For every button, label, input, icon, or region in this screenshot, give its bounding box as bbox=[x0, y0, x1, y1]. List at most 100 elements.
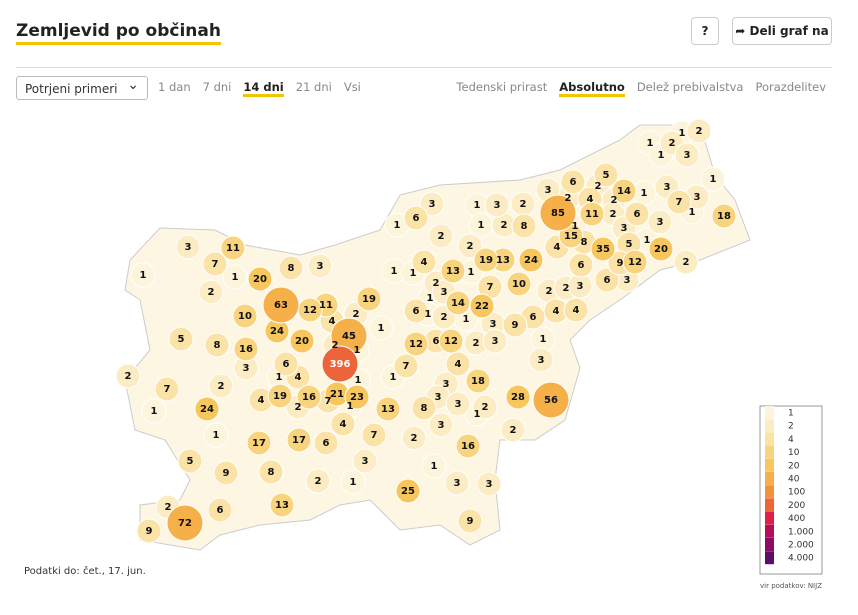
legend-label: 20 bbox=[788, 461, 800, 471]
value-label: 19 bbox=[362, 294, 376, 305]
value-label: 16 bbox=[239, 344, 253, 355]
value-label: 1 bbox=[391, 266, 398, 277]
value-label: 2 bbox=[467, 241, 474, 252]
municipality bbox=[624, 201, 650, 227]
tab[interactable]: 7 dni bbox=[202, 80, 232, 94]
municipality bbox=[528, 347, 554, 373]
tab[interactable]: 1 dan bbox=[158, 80, 191, 94]
value-label: 6 bbox=[604, 275, 611, 286]
municipality bbox=[611, 178, 637, 204]
value-label: 1 bbox=[378, 323, 385, 334]
value-label: 23 bbox=[350, 392, 364, 403]
municipality bbox=[505, 384, 531, 410]
tab[interactable]: Delež prebivalstva bbox=[636, 80, 744, 94]
value-label: 11 bbox=[585, 209, 599, 220]
value-label: 9 bbox=[146, 526, 153, 537]
municipality bbox=[506, 271, 532, 297]
value-label: 4 bbox=[421, 257, 428, 268]
value-label: 1 bbox=[540, 334, 547, 345]
municipality bbox=[445, 351, 471, 377]
value-label: 7 bbox=[164, 384, 171, 395]
value-label: 1 bbox=[710, 174, 717, 185]
value-label: 63 bbox=[274, 300, 288, 311]
value-label: 8 bbox=[521, 221, 528, 232]
municipality bbox=[403, 298, 429, 324]
value-label: 2 bbox=[473, 338, 480, 349]
value-label: 12 bbox=[628, 257, 642, 268]
value-label: 2 bbox=[433, 278, 440, 289]
value-label: 1 bbox=[641, 188, 648, 199]
value-label: 6 bbox=[323, 438, 330, 449]
share-button[interactable]: ➦ Deli graf na bbox=[732, 17, 832, 45]
municipality bbox=[340, 469, 366, 495]
legend-label: 2 bbox=[788, 422, 794, 432]
value-label: 3 bbox=[494, 200, 501, 211]
value-label: 2 bbox=[563, 283, 570, 294]
value-label: 5 bbox=[187, 456, 194, 467]
tab[interactable]: Absolutno bbox=[559, 80, 625, 97]
value-label: 3 bbox=[362, 456, 369, 467]
municipality bbox=[455, 433, 481, 459]
value-label: 2 bbox=[165, 502, 172, 513]
value-label: 3 bbox=[441, 287, 448, 298]
municipality bbox=[622, 249, 648, 275]
value-label: 3 bbox=[435, 392, 442, 403]
value-label: 2 bbox=[611, 195, 618, 206]
footnote: Podatki do: čet., 17. jun. bbox=[24, 566, 146, 577]
value-label: 25 bbox=[401, 486, 415, 497]
value-label: 12 bbox=[444, 336, 458, 347]
value-label: 8 bbox=[214, 340, 221, 351]
municipality bbox=[296, 384, 322, 410]
divider bbox=[16, 67, 832, 68]
value-label: 1 bbox=[151, 406, 158, 417]
tab[interactable]: Porazdelitev bbox=[755, 80, 826, 94]
value-label: 2 bbox=[482, 402, 489, 413]
legend-label: 1 bbox=[788, 409, 794, 419]
municipality bbox=[168, 326, 194, 352]
municipality bbox=[502, 312, 528, 338]
municipality bbox=[428, 223, 454, 249]
value-label: 2 bbox=[353, 309, 360, 320]
value-label: 20 bbox=[654, 244, 668, 255]
value-label: 11 bbox=[226, 243, 240, 254]
municipality bbox=[532, 381, 570, 419]
municipality bbox=[444, 470, 470, 496]
legend-swatch bbox=[765, 458, 774, 472]
select[interactable]: Potrjeni primeri bbox=[16, 73, 148, 100]
value-label: 2 bbox=[546, 286, 553, 297]
tab[interactable]: Tedenski prirast bbox=[456, 80, 548, 94]
value-label: 14 bbox=[451, 298, 465, 309]
tab[interactable]: Vsi bbox=[343, 80, 361, 94]
value-label: 2 bbox=[565, 193, 572, 204]
value-label: 6 bbox=[433, 336, 440, 347]
municipality bbox=[700, 166, 726, 192]
value-label: 6 bbox=[217, 505, 224, 516]
municipality bbox=[647, 209, 673, 235]
value-label: 1 bbox=[474, 409, 481, 420]
municipality bbox=[330, 411, 356, 437]
value-label: 16 bbox=[461, 441, 475, 452]
municipality bbox=[305, 468, 331, 494]
legend-swatch bbox=[765, 551, 774, 565]
value-label: 3 bbox=[624, 275, 631, 286]
value-label: 1 bbox=[410, 268, 417, 279]
tab[interactable]: 14 dni bbox=[243, 80, 284, 97]
share-label: Deli graf na bbox=[749, 24, 829, 38]
value-label: 2 bbox=[411, 433, 418, 444]
value-label: 3 bbox=[443, 379, 450, 390]
value-label: 1 bbox=[468, 267, 475, 278]
value-label: 1 bbox=[427, 293, 434, 304]
legend-swatch bbox=[765, 406, 774, 419]
value-label: 7 bbox=[403, 361, 410, 372]
municipality bbox=[457, 508, 483, 534]
value-label: 17 bbox=[252, 438, 266, 449]
value-label: 35 bbox=[596, 244, 610, 255]
value-label: 2 bbox=[218, 381, 225, 392]
tab[interactable]: 21 dni bbox=[295, 80, 332, 94]
municipality bbox=[208, 373, 234, 399]
value-label: 6 bbox=[578, 260, 585, 271]
help-button[interactable]: ? bbox=[691, 17, 719, 45]
value-label: 1 bbox=[647, 138, 654, 149]
municipality bbox=[307, 253, 333, 279]
municipality bbox=[166, 504, 204, 542]
